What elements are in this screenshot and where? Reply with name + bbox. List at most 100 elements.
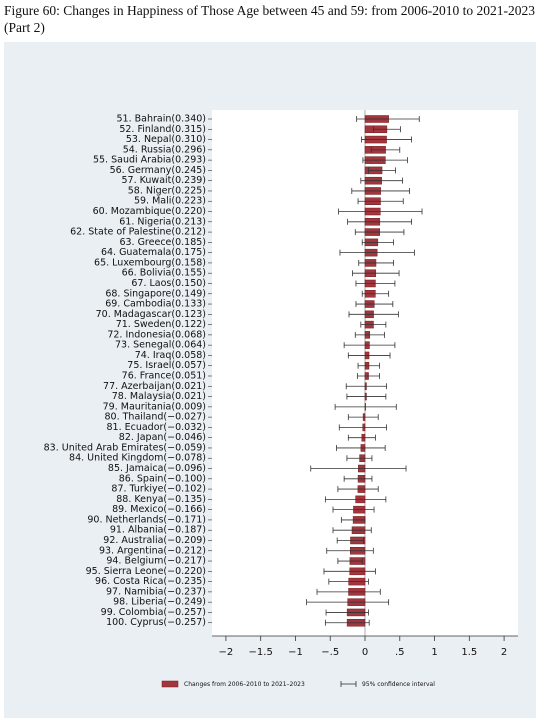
y-tick-label: 72. Indonesia(0.068) [107, 329, 206, 340]
error-bar [346, 455, 373, 462]
x-tick-label: 1 [431, 647, 437, 658]
y-tick-label: 89. Mexico(−0.166) [112, 504, 206, 515]
error-bar [346, 393, 387, 400]
error-bar [326, 547, 374, 554]
x-tick-label: 2 [501, 647, 507, 658]
y-tick-label: 74. Iraq(0.058) [135, 350, 206, 361]
error-bar [347, 434, 376, 441]
legend-swatch [161, 680, 179, 688]
y-tick-label: 62. State of Palestine(0.212) [70, 227, 206, 238]
y-tick-label: 60. Mozambique(0.220) [93, 206, 206, 217]
y-tick-label: 87. Turkiye(−0.102) [111, 484, 206, 495]
error-bar [345, 383, 387, 390]
y-tick-label: 78. Malaysia(0.021) [112, 391, 206, 402]
error-bar [332, 527, 372, 534]
error-bar [340, 516, 366, 523]
y-tick-label: 100. Cyprus(−0.257) [106, 617, 206, 628]
error-bar [328, 578, 369, 585]
y-tick-label: 99. Colombia(−0.257) [101, 607, 206, 618]
y-tick-label: 54. Russia(0.296) [123, 144, 206, 155]
y-tick-label: 52. Finland(0.315) [119, 124, 206, 135]
error-bar [357, 362, 381, 369]
y-tick-label: 56. Germany(0.245) [110, 165, 206, 176]
x-tick-label: 1.5 [461, 647, 477, 658]
error-bar [339, 249, 415, 256]
error-bar [325, 609, 369, 616]
error-bar [306, 599, 390, 606]
error-bar [324, 496, 387, 503]
y-tick-label: 84. United Kingdom(−0.078) [69, 453, 206, 464]
x-tick-label: −.5 [321, 647, 339, 658]
y-tick-label: 51. Bahrain(0.340) [117, 114, 207, 125]
error-bar [332, 506, 375, 513]
y-tick-label: 66. Bolivia(0.155) [122, 268, 206, 279]
error-bar [354, 331, 385, 338]
y-tick-label: 58. Niger(0.225) [128, 185, 206, 196]
error-bar [356, 373, 381, 379]
y-tick-label: 65. Luxembourg(0.158) [94, 257, 206, 268]
error-bar [358, 259, 394, 266]
y-tick-label: 70. Madagascar(0.123) [96, 309, 206, 320]
error-bar [343, 475, 373, 482]
error-bar [368, 167, 397, 174]
error-bar [370, 146, 401, 153]
error-bar [338, 208, 423, 215]
error-bar [316, 588, 381, 595]
x-tick-label: −1 [288, 647, 303, 658]
y-tick-label: 55. Saudi Arabia(0.293) [93, 155, 206, 166]
y-tick-label: 53. Nepal(0.310) [126, 134, 206, 145]
error-bar [355, 280, 396, 287]
error-bar [348, 311, 399, 318]
error-bar [355, 301, 394, 308]
error-bar [354, 229, 405, 236]
error-bar [323, 568, 376, 575]
y-tick-label: 94. Belgium(−0.217) [106, 556, 206, 567]
legend-label: Changes from 2006–2010 to 2021–2023 [184, 681, 305, 688]
error-bar [351, 187, 410, 194]
y-tick-label: 79. Mauritania(0.009) [103, 401, 206, 412]
y-tick-label: 97. Namibia(−0.237) [106, 586, 206, 597]
error-bar [347, 352, 391, 359]
y-tick-label: 80. Thailand(−0.027) [105, 412, 207, 423]
y-tick-label: 68. Singapore(0.149) [105, 288, 206, 299]
y-tick-label: 75. Israel(0.057) [127, 360, 206, 371]
chart-title: Figure 60: Changes in Happiness of Those… [4, 3, 536, 35]
x-tick-label: −2 [219, 647, 234, 658]
error-bar [360, 321, 387, 328]
y-tick-label: 90. Netherlands(−0.171) [87, 514, 206, 525]
legend-label: 95% confidence interval [362, 681, 435, 688]
y-tick-label: 64. Guatemala(0.175) [101, 247, 206, 258]
error-bar [336, 444, 386, 451]
error-bar [337, 486, 379, 493]
y-tick-label: 88. Kenya(−0.135) [116, 494, 206, 505]
error-bar [362, 157, 408, 164]
error-bar [338, 424, 387, 431]
y-tick-label: 85. Jamaica(−0.096) [108, 463, 206, 474]
y-tick-label: 82. Japan(−0.046) [119, 432, 206, 443]
y-tick-label: 76. France(0.051) [122, 371, 206, 382]
error-bar [347, 414, 379, 421]
error-bar [356, 116, 420, 122]
x-tick-label: .5 [395, 647, 405, 658]
y-tick-label: 71. Sweden(0.122) [116, 319, 206, 330]
error-bar [334, 403, 397, 410]
y-tick-label: 63. Greece(0.185) [119, 237, 206, 248]
error-bar [361, 290, 390, 297]
y-tick-label: 91. Albania(−0.187) [110, 525, 206, 536]
y-tick-label: 96. Costa Rica(−0.235) [95, 576, 206, 587]
y-tick-label: 98. Liberia(−0.249) [113, 597, 206, 608]
error-bar [336, 537, 365, 544]
y-tick-label: 59. Mali(0.223) [134, 196, 206, 207]
y-tick-label: 93. Argentina(−0.212) [99, 545, 206, 556]
error-bar [337, 558, 363, 565]
y-tick-label: 92. Australia(−0.209) [103, 535, 206, 546]
y-tick-label: 69. Cambodia(0.133) [105, 299, 206, 310]
x-tick-label: −1.5 [249, 647, 273, 658]
error-bar [361, 136, 412, 143]
y-tick-label: 83. United Arab Emirates(−0.059) [44, 442, 206, 453]
error-bar [352, 270, 400, 277]
x-tick-label: 0 [362, 647, 368, 658]
error-bar [360, 177, 403, 184]
error-bar [310, 465, 407, 472]
